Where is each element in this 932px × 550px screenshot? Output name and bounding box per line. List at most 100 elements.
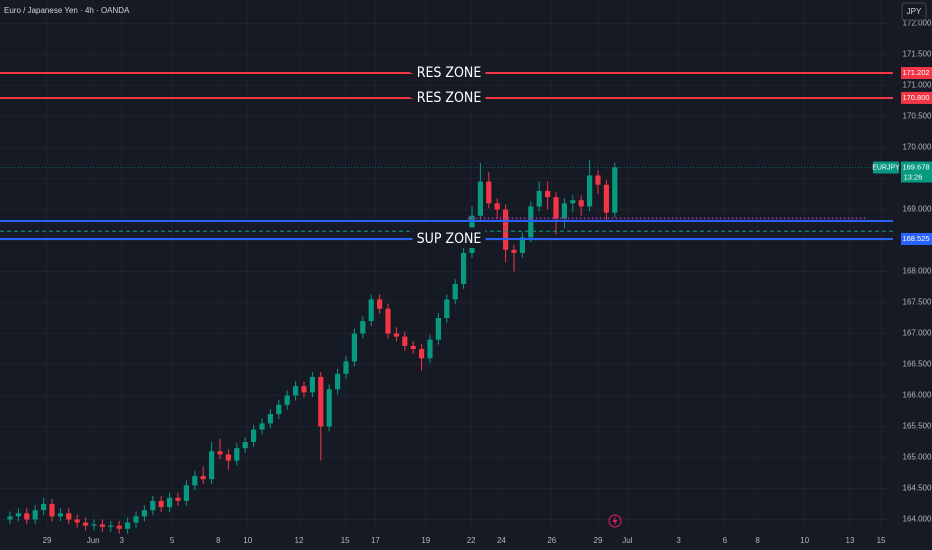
candle-body [343, 361, 349, 374]
candle-body [250, 429, 257, 442]
candle-body [175, 497, 181, 501]
candle-body [326, 389, 332, 427]
candle-body [284, 395, 290, 405]
x-tick-label: 15 [877, 536, 886, 545]
y-tick-label: 164.000 [903, 515, 932, 524]
candle-body [133, 516, 139, 523]
x-tick-label: 12 [295, 536, 304, 545]
event-circle[interactable] [608, 514, 622, 528]
y-tick-label: 172.000 [903, 19, 932, 28]
candle-body [360, 321, 366, 334]
candle-body [124, 522, 131, 529]
candle-body [536, 190, 542, 207]
x-tick-label: 19 [421, 536, 430, 545]
level-text: RES ZONE [417, 90, 482, 106]
candle-body [108, 525, 114, 527]
currency-button[interactable] [901, 2, 927, 21]
candle-body [7, 516, 13, 520]
x-tick-label: 8 [755, 536, 760, 545]
candle-body [217, 451, 223, 455]
candle-body [418, 348, 425, 359]
x-tick-label: 10 [243, 536, 252, 545]
x-tick-label: 15 [341, 536, 350, 545]
y-tick-label: 169.000 [903, 205, 932, 214]
candle-body [276, 404, 282, 415]
symbol-badge [873, 161, 899, 174]
candle-body [595, 175, 601, 185]
x-tick-label: 8 [216, 536, 221, 545]
candle-body [393, 333, 399, 337]
candle-body [494, 203, 500, 210]
level-text: SUP ZONE [417, 231, 482, 247]
candle-body [40, 503, 47, 511]
grid [0, 0, 893, 530]
y-tick-label: 170.500 [903, 112, 932, 121]
x-tick-label: 29 [594, 536, 603, 545]
candle-body [158, 500, 164, 508]
level-badge [901, 232, 932, 245]
x-tick-label: Jun [87, 536, 100, 545]
candle-body [385, 308, 391, 334]
candle-body [469, 215, 475, 253]
candle-body [603, 184, 609, 213]
candle-body [82, 522, 89, 526]
candle-body [183, 485, 189, 501]
level-label: 168.525 [902, 234, 929, 243]
candle-body [511, 249, 517, 253]
y-tick-label: 170.000 [903, 143, 932, 152]
candle-body [435, 318, 441, 340]
x-tick-label: Jul [622, 536, 632, 545]
candle-body [309, 376, 315, 393]
candle-body [242, 441, 248, 449]
candle-body [141, 510, 147, 517]
candle-body [234, 448, 240, 461]
candle-body [570, 200, 576, 204]
countdown-label: 13:26 [904, 172, 923, 181]
candle-body [292, 386, 299, 396]
x-tick-label: 29 [43, 536, 52, 545]
symbol-label: EURJPY [872, 164, 900, 171]
x-tick-label: 17 [371, 536, 380, 545]
currency-label[interactable]: JPY [907, 7, 922, 16]
candle-body [66, 513, 72, 520]
chart-title: Euro / Japanese Yen · 4h · OANDA [4, 6, 130, 15]
x-tick-label: 3 [676, 536, 681, 545]
level-label: 170.800 [902, 93, 929, 102]
candle-body [267, 414, 273, 424]
candle-body [166, 497, 173, 508]
y-tick-label: 167.500 [903, 298, 932, 307]
event-icon[interactable] [608, 514, 622, 528]
y-tick-label: 168.000 [903, 267, 932, 276]
x-tick-label: 22 [467, 536, 476, 545]
y-tick-label: 165.500 [903, 422, 932, 431]
candle-body [519, 237, 525, 253]
x-tick-label: 3 [119, 536, 124, 545]
candle-body [486, 181, 492, 204]
candle-body [259, 423, 265, 430]
y-tick-label: 171.500 [903, 50, 932, 59]
x-tick-label: 26 [547, 536, 556, 545]
x-tick-label: 5 [170, 536, 175, 545]
candle-body [444, 299, 450, 318]
last-price-label: 169.678 [902, 162, 929, 171]
candle-body [544, 190, 551, 198]
x-tick-label: 10 [800, 536, 809, 545]
candle-body [91, 524, 97, 526]
candle-body [477, 181, 483, 216]
candle-body [99, 524, 105, 527]
candle-body [553, 197, 559, 219]
y-tick-label: 167.000 [903, 329, 932, 338]
candle-body [301, 386, 307, 393]
candle-body [225, 454, 231, 461]
candle-body [502, 209, 509, 250]
y-tick-label: 165.000 [903, 453, 932, 462]
candle-body [578, 200, 584, 207]
y-tick-label: 164.500 [903, 484, 932, 493]
candle-body [460, 252, 467, 284]
event-bolt[interactable] [612, 516, 618, 526]
candle-body [57, 513, 63, 517]
last-price-badge [901, 161, 932, 183]
candle-body [200, 476, 206, 480]
candle-body [49, 503, 55, 517]
